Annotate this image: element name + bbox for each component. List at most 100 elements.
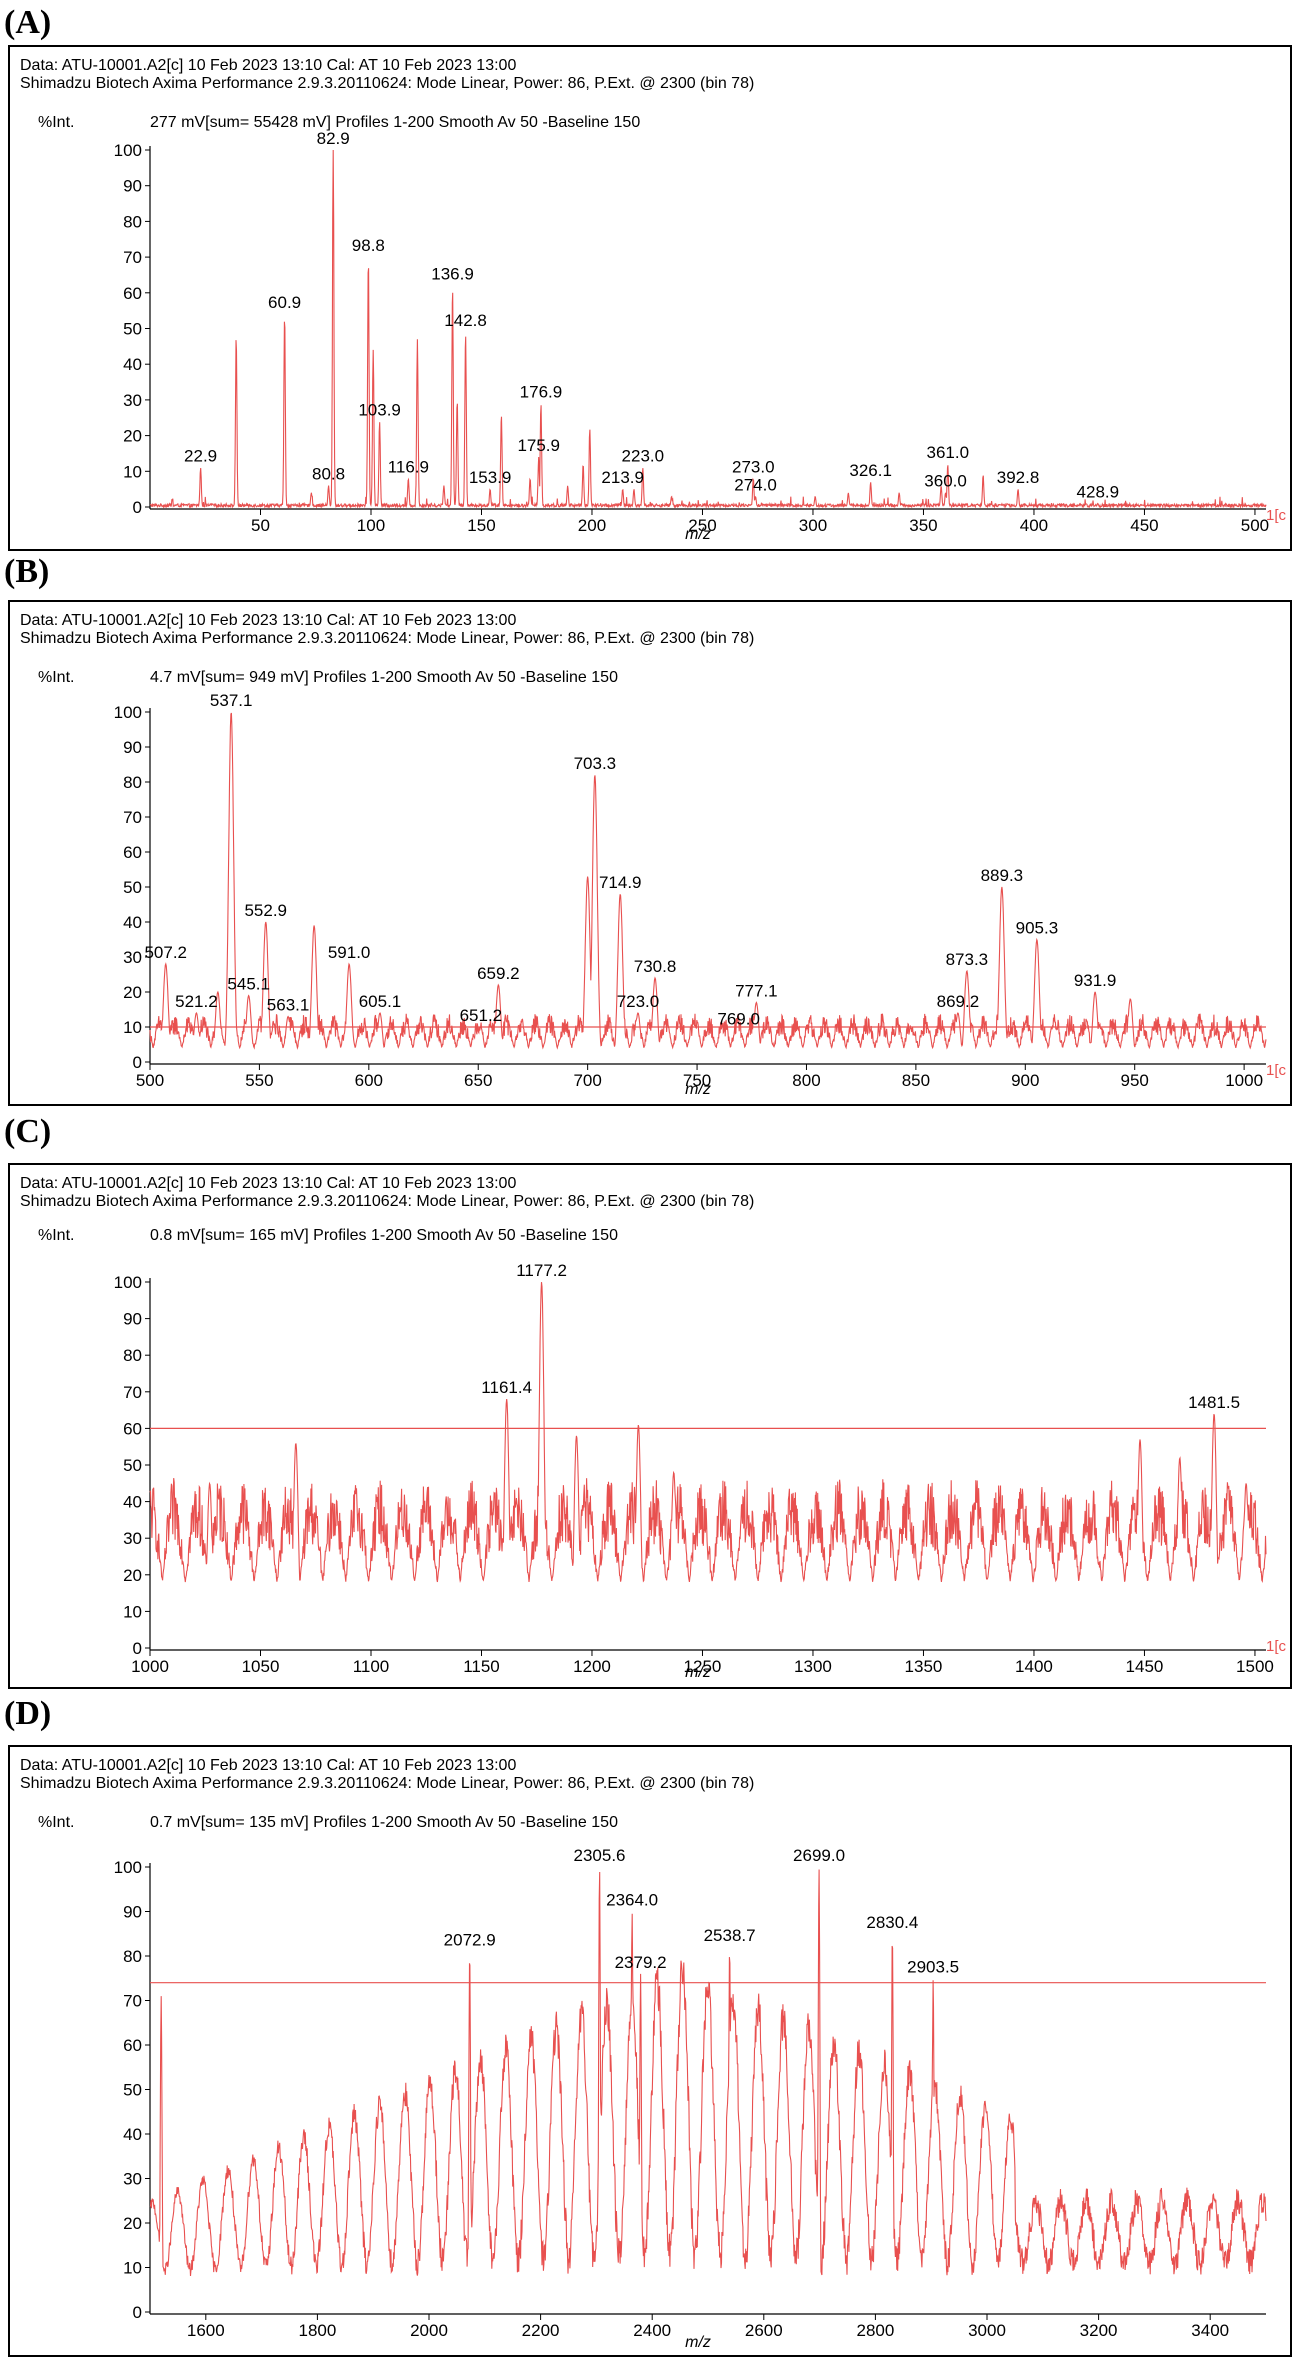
peak-label: 82.9	[317, 129, 350, 148]
x-axis-label: m/z	[685, 1081, 711, 1098]
y-tick-label: 60	[123, 1419, 142, 1438]
x-tick-label: 600	[355, 1071, 383, 1090]
peak-label: 1481.5	[1188, 1393, 1240, 1412]
y-tick-label: 50	[123, 878, 142, 897]
summary-text: 277 mV[sum= 55428 mV] Profiles 1-200 Smo…	[150, 114, 640, 131]
intensity-label: %Int.	[38, 1227, 74, 1244]
peak-label: 873.3	[946, 950, 989, 969]
edge-label: 1[c	[1266, 1638, 1287, 1655]
y-tick-label: 90	[123, 177, 142, 196]
spectrum-chart-c: Data: ATU-10001.A2[c] 10 Feb 2023 13:10 …	[20, 1175, 1287, 1681]
y-tick-label: 10	[123, 1602, 142, 1621]
peak-label: 273.0	[732, 457, 775, 476]
peak-label: 703.3	[574, 754, 617, 773]
x-axis-label: m/z	[685, 526, 711, 543]
intensity-label: %Int.	[38, 114, 74, 131]
peak-label: 507.2	[144, 943, 187, 962]
intensity-label: %Int.	[38, 669, 74, 686]
peak-label: 22.9	[184, 447, 217, 466]
y-tick-label: 40	[123, 355, 142, 374]
x-tick-label: 950	[1121, 1071, 1149, 1090]
x-tick-label: 1800	[298, 2321, 336, 2340]
y-tick-label: 80	[123, 1947, 142, 1966]
x-tick-label: 200	[578, 516, 606, 535]
x-tick-label: 350	[909, 516, 937, 535]
summary-text: 4.7 mV[sum= 949 mV] Profiles 1-200 Smoot…	[150, 669, 618, 686]
y-tick-label: 70	[123, 1992, 142, 2011]
peak-label: 723.0	[617, 992, 660, 1011]
peak-label: 274.0	[734, 475, 777, 494]
x-tick-label: 3000	[968, 2321, 1006, 2340]
y-tick-label: 10	[123, 2259, 142, 2278]
y-tick-label: 90	[123, 738, 142, 757]
x-tick-label: 900	[1011, 1071, 1039, 1090]
y-tick-label: 80	[123, 773, 142, 792]
intensity-label: %Int.	[38, 1814, 74, 1831]
y-tick-label: 20	[123, 427, 142, 446]
header-line2: Shimadzu Biotech Axima Performance 2.9.3…	[20, 1193, 754, 1210]
peak-label: 730.8	[634, 957, 677, 976]
x-tick-label: 1450	[1126, 1657, 1164, 1676]
x-tick-label: 2800	[856, 2321, 894, 2340]
y-tick-label: 70	[123, 1383, 142, 1402]
peak-label: 1161.4	[481, 1378, 532, 1397]
y-tick-label: 0	[133, 498, 142, 517]
y-tick-label: 60	[123, 843, 142, 862]
x-tick-label: 3200	[1080, 2321, 1118, 2340]
peak-label: 769.0	[717, 1010, 760, 1029]
y-tick-label: 70	[123, 808, 142, 827]
x-tick-label: 50	[251, 516, 270, 535]
x-tick-label: 1150	[463, 1657, 500, 1676]
y-tick-label: 50	[123, 1456, 142, 1475]
peak-label: 2903.5	[907, 1957, 959, 1976]
x-tick-label: 1050	[242, 1657, 280, 1676]
y-tick-label: 50	[123, 2081, 142, 2100]
x-tick-label: 100	[357, 516, 385, 535]
y-tick-label: 40	[123, 2125, 142, 2144]
x-axis-label: m/z	[685, 1664, 711, 1681]
x-tick-label: 3400	[1191, 2321, 1229, 2340]
peak-label: 428.9	[1077, 482, 1120, 501]
peak-label: 563.1	[267, 996, 310, 1015]
x-tick-label: 800	[792, 1071, 820, 1090]
peak-label: 136.9	[431, 265, 474, 284]
x-tick-label: 1300	[794, 1657, 832, 1676]
peak-label: 360.0	[924, 472, 967, 491]
peak-label: 537.1	[210, 691, 253, 710]
y-tick-label: 80	[123, 1346, 142, 1365]
peak-label: 521.2	[175, 992, 218, 1011]
y-tick-label: 30	[123, 948, 142, 967]
spectrum-chart-d: Data: ATU-10001.A2[c] 10 Feb 2023 13:10 …	[20, 1757, 1267, 2351]
y-tick-label: 60	[123, 284, 142, 303]
header-line1: Data: ATU-10001.A2[c] 10 Feb 2023 13:10 …	[20, 1175, 516, 1192]
x-tick-label: 1600	[187, 2321, 225, 2340]
y-tick-label: 10	[123, 462, 142, 481]
peak-label: 2364.0	[606, 1891, 658, 1910]
x-tick-label: 1500	[1236, 1657, 1274, 1676]
x-tick-label: 1400	[1015, 1657, 1053, 1676]
spectrum-trace	[149, 1869, 1267, 2277]
peak-label: 545.1	[227, 975, 270, 994]
summary-text: 0.7 mV[sum= 135 mV] Profiles 1-200 Smoot…	[150, 1814, 618, 1831]
y-tick-label: 100	[114, 703, 142, 722]
peak-label: 2305.6	[574, 1846, 626, 1865]
panel-b: Data: ATU-10001.A2[c] 10 Feb 2023 13:10 …	[8, 600, 1292, 1106]
header-line1: Data: ATU-10001.A2[c] 10 Feb 2023 13:10 …	[20, 57, 516, 74]
x-tick-label: 400	[1020, 516, 1048, 535]
x-tick-label: 2000	[410, 2321, 448, 2340]
x-tick-label: 150	[467, 516, 495, 535]
peak-label: 153.9	[469, 468, 512, 487]
peak-label: 326.1	[849, 461, 892, 480]
panel-c: Data: ATU-10001.A2[c] 10 Feb 2023 13:10 …	[8, 1163, 1292, 1689]
peak-label: 116.9	[388, 457, 429, 476]
peak-label: 659.2	[477, 964, 520, 983]
peak-label: 869.2	[937, 992, 980, 1011]
y-tick-label: 40	[123, 1493, 142, 1512]
peak-label: 60.9	[268, 293, 301, 312]
edge-label: 1[c	[1266, 1062, 1287, 1079]
y-tick-label: 30	[123, 2170, 142, 2189]
x-tick-label: 1200	[573, 1657, 611, 1676]
peak-label: 2830.4	[866, 1913, 918, 1932]
y-tick-label: 10	[123, 1018, 142, 1037]
y-tick-label: 90	[123, 1903, 142, 1922]
